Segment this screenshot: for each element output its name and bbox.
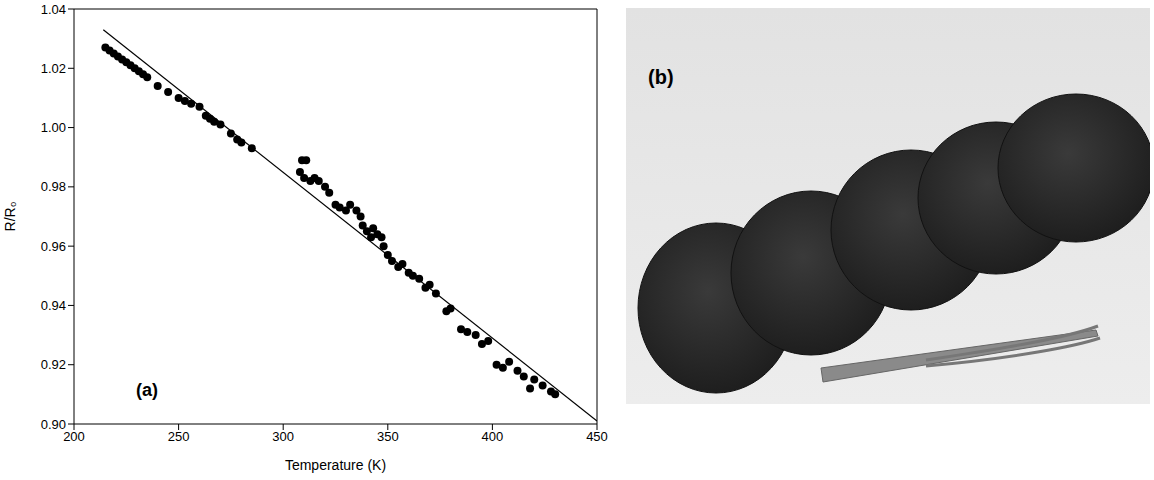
svg-text:0.92: 0.92 — [41, 357, 66, 372]
svg-text:300: 300 — [272, 429, 294, 444]
svg-text:1.02: 1.02 — [41, 61, 66, 76]
svg-text:1.00: 1.00 — [41, 120, 66, 135]
svg-text:R/R₀: R/R₀ — [2, 201, 18, 231]
svg-text:200: 200 — [63, 429, 85, 444]
svg-text:450: 450 — [586, 429, 608, 444]
svg-text:0.94: 0.94 — [41, 298, 66, 313]
svg-text:350: 350 — [377, 429, 399, 444]
svg-text:0.98: 0.98 — [41, 179, 66, 194]
svg-text:0.90: 0.90 — [41, 417, 66, 432]
svg-text:Temperature (K): Temperature (K) — [285, 457, 386, 473]
svg-text:(b): (b) — [648, 66, 674, 88]
svg-text:1.04: 1.04 — [41, 2, 66, 17]
svg-text:250: 250 — [168, 429, 190, 444]
svg-text:0.96: 0.96 — [41, 239, 66, 254]
svg-text:400: 400 — [482, 429, 504, 444]
html-text:(a): (a) — [136, 380, 158, 400]
